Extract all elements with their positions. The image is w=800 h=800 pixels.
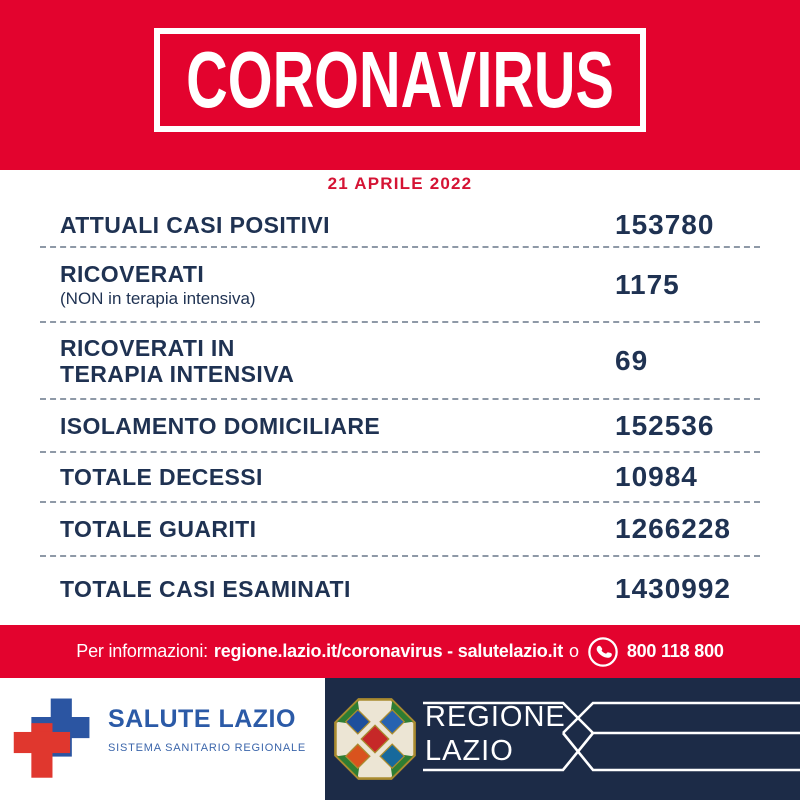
medical-cross-icon	[12, 693, 100, 785]
phone-icon	[587, 636, 619, 668]
info-prefix: Per informazioni:	[76, 641, 208, 661]
stat-label: TOTALE GUARITI	[60, 516, 257, 542]
stat-row: TOTALE GUARITI 1266228	[40, 503, 760, 557]
page-title: CORONAVIRUS	[186, 35, 614, 124]
info-links[interactable]: regione.lazio.it/coronavirus - salutelaz…	[213, 641, 563, 661]
stat-value: 1175	[615, 268, 680, 300]
stats-table: ATTUALI CASI POSITIVI 153780 RICOVERATI …	[40, 203, 760, 620]
stat-label: TOTALE CASI ESAMINATI	[60, 575, 351, 602]
salute-lazio-subtitle: SISTEMA SANITARIO REGIONALE	[108, 742, 307, 754]
stat-row: ISOLAMENTO DOMICILIARE 152536	[40, 400, 760, 453]
stat-row: TOTALE CASI ESAMINATI 1430992	[40, 557, 760, 620]
regione-label: REGIONE	[425, 701, 566, 733]
info-bar: Per informazioni: regione.lazio.it/coron…	[0, 625, 800, 678]
header-banner: CORONAVIRUS	[0, 0, 800, 170]
regione-lazio-panel: REGIONE LAZIO	[325, 678, 800, 800]
report-date: 21 APRILE 2022	[327, 174, 473, 193]
stat-row: RICOVERATI IN TERAPIA INTENSIVA 69	[40, 323, 760, 400]
salute-lazio-title: SALUTE LAZIO	[108, 705, 296, 733]
stat-value: 1266228	[615, 513, 732, 544]
regione-lazio-coat-of-arms-icon	[332, 696, 418, 782]
stat-value: 69	[615, 344, 649, 376]
stat-value: 153780	[615, 208, 715, 240]
stat-sublabel: (NON in terapia intensiva)	[60, 288, 256, 308]
regione-lazio-brand-lines	[423, 701, 800, 772]
stat-label: ATTUALI CASI POSITIVI	[60, 211, 330, 238]
title-box: CORONAVIRUS	[154, 28, 646, 132]
stat-value: 1430992	[615, 572, 732, 604]
logo-strip: SALUTE LAZIO SISTEMA SANITARIO REGIONALE	[0, 678, 800, 800]
stat-row: ATTUALI CASI POSITIVI 153780	[40, 203, 760, 248]
stat-label: ISOLAMENTO DOMICILIARE	[60, 412, 381, 439]
stat-value: 10984	[615, 461, 698, 492]
salute-lazio-panel: SALUTE LAZIO SISTEMA SANITARIO REGIONALE	[0, 678, 325, 800]
stat-label: RICOVERATI IN TERAPIA INTENSIVA	[60, 334, 295, 387]
phone-number[interactable]: 800 118 800	[626, 641, 724, 661]
stat-value: 152536	[615, 409, 715, 441]
stat-label: RICOVERATI	[60, 260, 205, 287]
stat-label: TOTALE DECESSI	[60, 464, 263, 490]
stat-row: TOTALE DECESSI 10984	[40, 453, 760, 503]
info-connector: o	[569, 641, 579, 661]
stat-row: RICOVERATI (NON in terapia intensiva) 11…	[40, 248, 760, 323]
lazio-label: LAZIO	[425, 735, 514, 767]
